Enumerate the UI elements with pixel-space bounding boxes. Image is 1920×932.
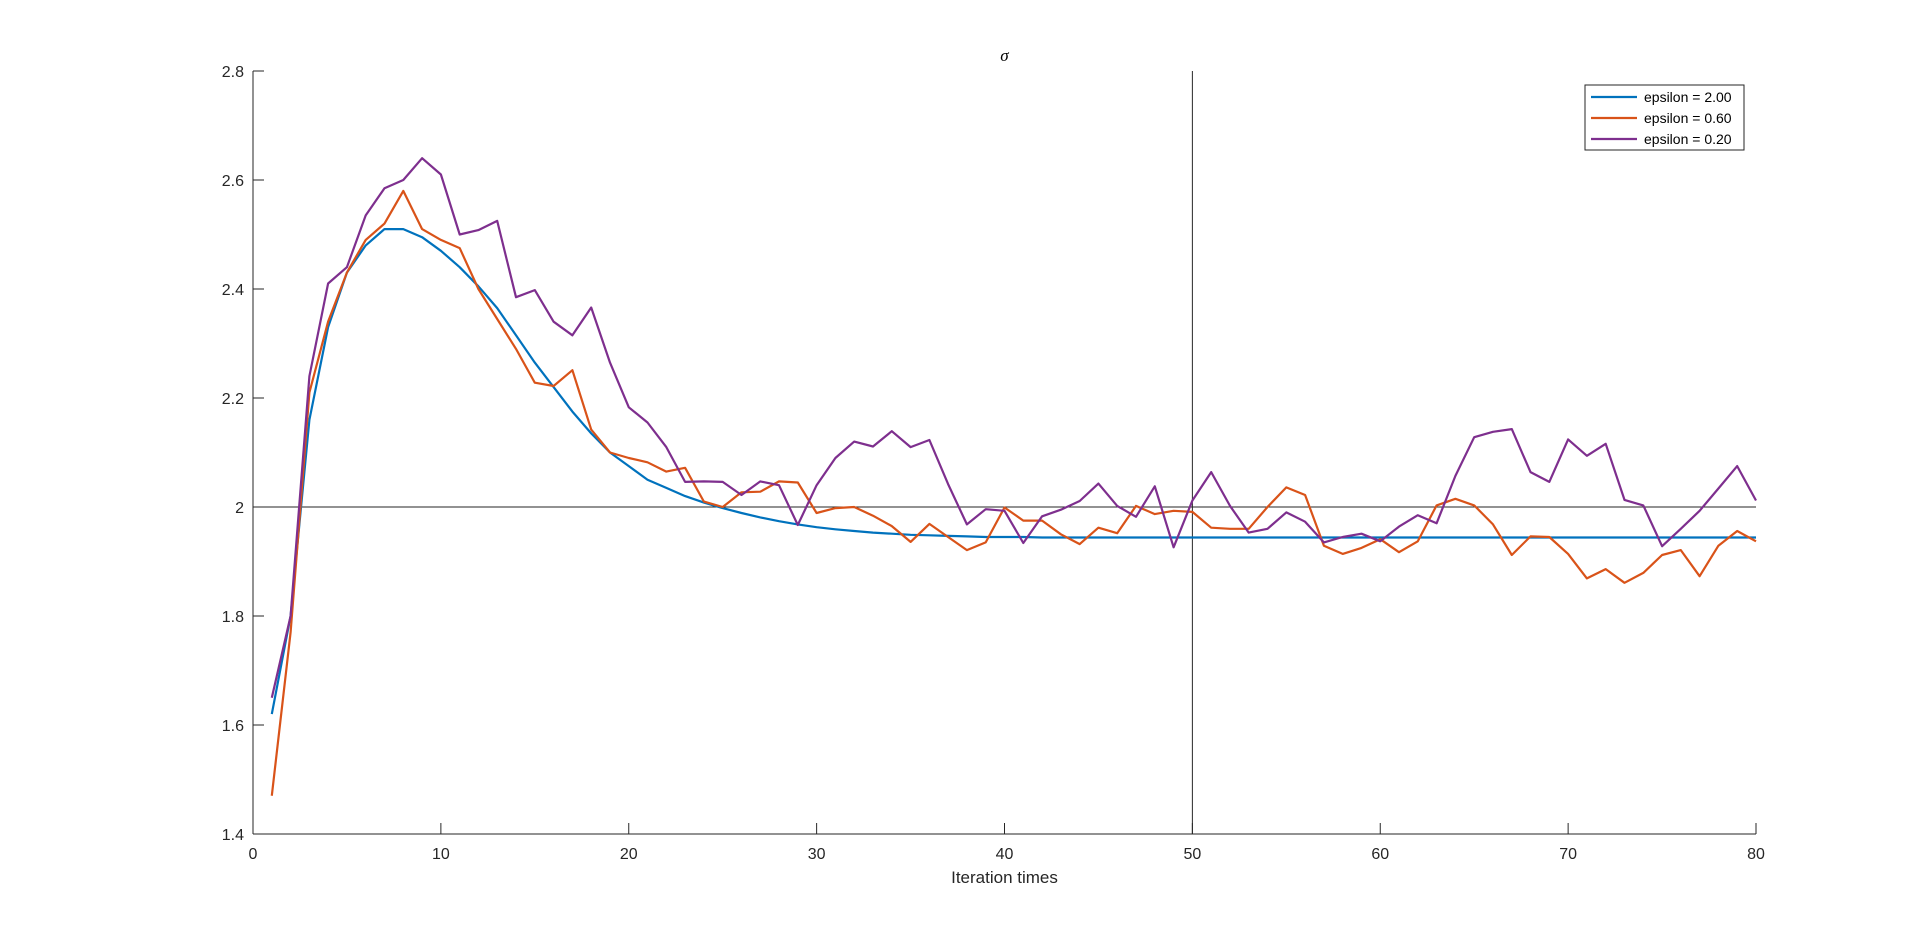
y-tick-label: 2.2 [222, 391, 244, 408]
y-tick-label: 2 [235, 500, 244, 517]
legend-label: epsilon = 0.20 [1644, 131, 1732, 147]
x-tick-label: 80 [1747, 846, 1765, 863]
x-ticks: 0 10 20 30 40 50 60 70 80 [249, 823, 1765, 863]
x-tick-label: 40 [996, 846, 1014, 863]
plot-series [270, 157, 1757, 796]
x-tick-label: 10 [432, 846, 450, 863]
y-tick-label: 1.8 [222, 609, 244, 626]
y-ticks: 1.4 1.6 1.8 2 2.2 2.4 2.6 2.8 [222, 64, 264, 844]
x-tick-label: 20 [620, 846, 638, 863]
x-axis-title: Iteration times [951, 868, 1058, 887]
y-tick-label: 2.6 [222, 173, 244, 190]
x-tick-label: 50 [1183, 846, 1201, 863]
series-line-2 [270, 189, 1757, 796]
series-line-1 [270, 228, 1756, 715]
x-tick-label: 70 [1559, 846, 1577, 863]
x-tick-label: 0 [249, 846, 258, 863]
series-line-3 [270, 157, 1757, 699]
legend: epsilon = 2.00 epsilon = 0.60 epsilon = 0.… [1584, 84, 1745, 151]
y-tick-label: 2.8 [222, 64, 244, 81]
legend-label: epsilon = 2.00 [1644, 89, 1732, 105]
y-tick-label: 1.4 [222, 827, 244, 844]
x-tick-label: 30 [808, 846, 826, 863]
chart-title: σ [1000, 46, 1009, 65]
legend-label: epsilon = 0.60 [1644, 110, 1732, 126]
y-tick-label: 1.6 [222, 718, 244, 735]
y-tick-label: 2.4 [222, 282, 244, 299]
x-tick-label: 60 [1371, 846, 1389, 863]
